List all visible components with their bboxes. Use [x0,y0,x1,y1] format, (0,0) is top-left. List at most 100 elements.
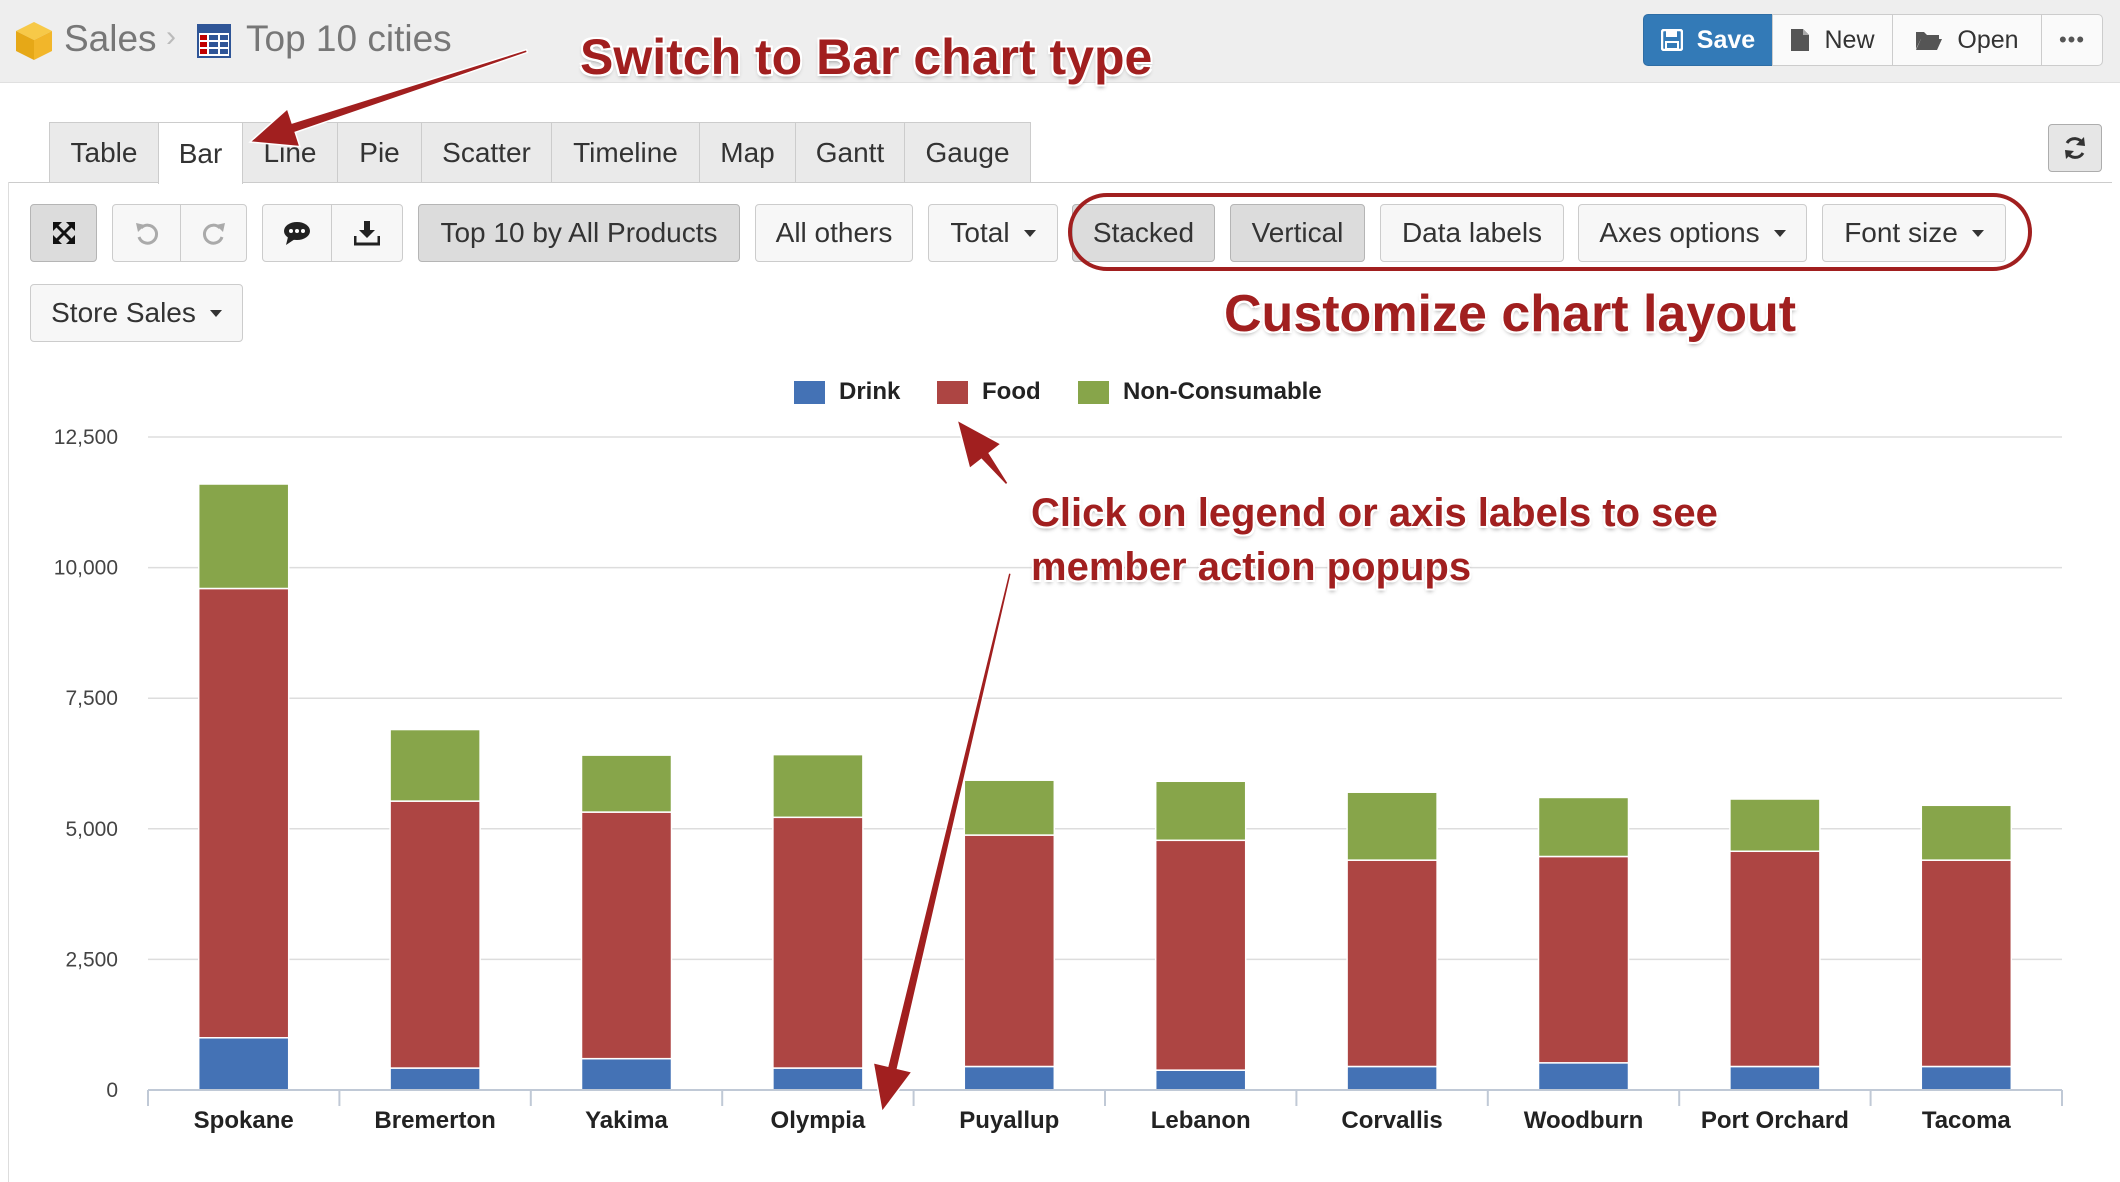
new-button[interactable]: New [1772,14,1893,66]
bar-drink[interactable] [1154,1069,1247,1091]
bar-food[interactable] [1729,850,1821,1068]
tab-bar[interactable]: Bar [158,122,243,184]
all-others-button[interactable]: All others [755,204,913,262]
x-tick-label[interactable]: Tacoma [1922,1107,2012,1134]
bar-food[interactable] [1537,855,1630,1064]
bar-non-consumable[interactable] [963,779,1056,836]
legend-swatch-food [937,380,968,404]
annotation-legend-hint-line1: Click on legend or axis labels to see [1031,491,1718,535]
bar-drink[interactable] [772,1067,864,1091]
bar-non-consumable[interactable] [580,754,673,813]
open-button[interactable]: Open [1892,14,2042,66]
tab-gantt[interactable]: Gantt [795,122,905,182]
bar-non-consumable[interactable] [1537,796,1630,858]
download-icon [354,221,380,246]
y-tick-label[interactable]: 12,500 [54,426,118,449]
table-report-icon [197,24,231,58]
y-tick-label[interactable]: 10,000 [54,557,118,580]
bar-non-consumable[interactable] [1729,798,1821,853]
font-size-dropdown[interactable]: Font size [1822,204,2006,262]
bar-non-consumable[interactable] [1154,780,1247,842]
tab-scatter[interactable]: Scatter [421,122,552,182]
bar-drink[interactable] [580,1057,673,1091]
undo-icon [135,223,158,245]
redo-button[interactable] [180,204,247,262]
annotation-arrow-to-legend [955,418,1010,486]
top-filter-button[interactable]: Top 10 by All Products [418,204,740,262]
bar-non-consumable[interactable] [197,483,290,590]
comment-button[interactable] [262,204,332,262]
bar-food[interactable] [580,811,673,1060]
fullscreen-button[interactable] [30,204,97,262]
bar-food[interactable] [963,834,1056,1068]
total-dropdown[interactable]: Total [928,204,1058,262]
bar-drink[interactable] [963,1065,1056,1091]
x-tick-label[interactable]: Spokane [194,1107,294,1134]
bar-non-consumable[interactable] [1346,791,1438,861]
bar-drink[interactable] [1537,1062,1630,1091]
legend-swatch-drink [794,380,825,404]
tab-table[interactable]: Table [49,122,159,182]
redo-icon [202,223,225,245]
bar-food[interactable] [197,587,290,1039]
breadcrumb-report-title[interactable]: Top 10 cities [246,18,452,59]
bar-food[interactable] [389,800,481,1069]
floppy-disk-icon [1660,29,1683,51]
stacked-toggle[interactable]: Stacked [1072,204,1215,262]
y-tick-label[interactable]: 0 [106,1079,118,1102]
cube-icon [16,22,52,60]
bar-food[interactable] [1346,859,1438,1068]
x-tick-label[interactable]: Lebanon [1151,1107,1251,1134]
annotation-customize-layout: Customize chart layout [1224,285,1797,343]
x-tick-label[interactable]: Port Orchard [1701,1107,1849,1134]
bar-drink[interactable] [389,1067,481,1091]
measure-dropdown[interactable]: Store Sales [30,284,243,342]
bar-drink[interactable] [1920,1065,2013,1091]
bar-non-consumable[interactable] [389,728,481,802]
x-tick-label[interactable]: Woodburn [1524,1107,1644,1134]
x-tick-label[interactable]: Bremerton [374,1107,495,1134]
x-tick-label[interactable]: Yakima [585,1107,668,1134]
bar-food[interactable] [1154,839,1247,1071]
x-tick-label[interactable]: Olympia [771,1107,866,1134]
tab-pie[interactable]: Pie [337,122,422,182]
annotation-legend-hint: Click on legend or axis labels to see me… [1031,486,1791,594]
bar-food[interactable] [772,816,864,1069]
all-others-label: All others [775,217,893,248]
vertical-toggle[interactable]: Vertical [1230,204,1365,262]
data-labels-toggle[interactable]: Data labels [1380,204,1564,262]
bar-non-consumable[interactable] [772,753,864,819]
bar-food[interactable] [1920,859,2013,1068]
axes-options-dropdown[interactable]: Axes options [1578,204,1807,262]
bar-drink[interactable] [197,1037,290,1091]
tab-map[interactable]: Map [699,122,796,182]
top-header: Sales › Top 10 cities Save New Open ••• [0,0,2120,83]
legend-item-food[interactable]: Food [937,378,1041,406]
expand-icon [52,222,75,244]
refresh-button[interactable] [2048,124,2102,172]
annotation-arrow-to-axis-labels [872,571,1013,1114]
y-tick-label[interactable]: 5,000 [65,818,118,841]
y-tick-label[interactable]: 7,500 [65,687,118,710]
legend-item-drink[interactable]: Drink [794,378,900,406]
bar-drink[interactable] [1346,1065,1438,1091]
export-button[interactable] [331,204,403,262]
open-label: Open [1957,25,2019,54]
more-options-button[interactable]: ••• [2041,14,2103,66]
legend-label-food: Food [982,378,1041,405]
tab-gauge[interactable]: Gauge [904,122,1031,182]
bar-non-consumable[interactable] [1920,804,2013,861]
x-tick-label[interactable]: Puyallup [959,1107,1059,1134]
stacked-label: Stacked [1092,217,1195,248]
legend-swatch-non-consumable [1078,380,1109,404]
y-tick-label[interactable]: 2,500 [65,948,118,971]
chevron-down-icon [1023,229,1036,237]
legend-item-non-consumable[interactable]: Non-Consumable [1078,378,1322,406]
save-button[interactable]: Save [1643,14,1773,66]
breadcrumb-root[interactable]: Sales [64,18,157,59]
more-dots-icon: ••• [2058,27,2086,52]
tab-timeline[interactable]: Timeline [551,122,700,182]
bar-drink[interactable] [1729,1065,1821,1091]
x-tick-label[interactable]: Corvallis [1341,1107,1442,1134]
